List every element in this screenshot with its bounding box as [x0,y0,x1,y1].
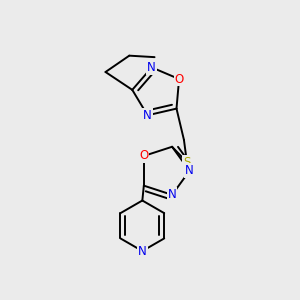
Text: N: N [143,109,152,122]
Text: N: N [138,244,147,257]
Text: O: O [139,149,148,163]
Text: O: O [175,73,184,85]
Text: N: N [185,164,194,177]
Text: S: S [183,156,190,169]
Text: N: N [168,188,176,201]
Text: N: N [147,61,156,74]
